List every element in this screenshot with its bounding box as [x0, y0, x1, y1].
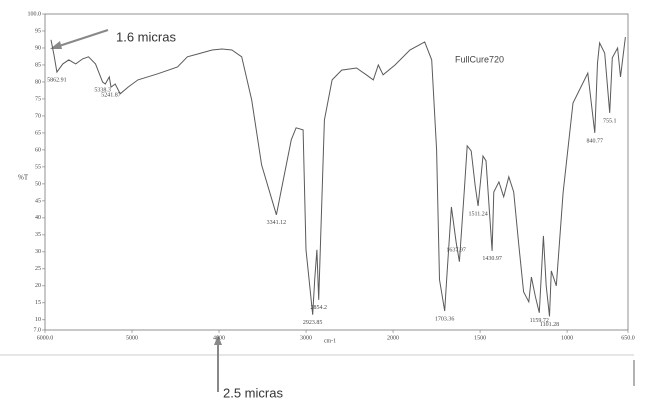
arrow-top-head	[50, 41, 62, 49]
y-tick-label: 20	[35, 283, 41, 289]
peak-label: 840.77	[587, 138, 604, 144]
y-tick-label: 95	[35, 28, 41, 34]
peak-label: 1430.97	[482, 256, 502, 262]
peak-label: 5338.3	[94, 87, 111, 93]
y-tick-label: 15	[35, 300, 41, 306]
y-tick-label: 50	[35, 181, 41, 187]
x-tick-label: 2000	[387, 335, 399, 341]
arrow-top	[55, 29, 109, 48]
peak-label: 3341.12	[267, 220, 287, 226]
x-tick-label: 5000	[126, 335, 138, 341]
peak-label: 5862.91	[47, 77, 67, 83]
y-tick-label: 45	[35, 198, 41, 204]
note-bottom: 2.5 micras	[223, 385, 283, 400]
peak-label: 2854.2	[310, 305, 327, 311]
x-axis-label: cm-1	[324, 338, 336, 344]
y-tick-label: 70	[35, 113, 41, 119]
y-tick-label: 85	[35, 62, 41, 68]
y-axis-label: %T	[18, 174, 29, 182]
x-tick-label: 3000	[300, 335, 312, 341]
arrow-bottom-head	[214, 335, 222, 345]
y-tick-label: 30	[35, 249, 41, 255]
y-tick-label: 35	[35, 232, 41, 238]
peak-label: 2923.85	[303, 320, 323, 326]
spectrum-line	[50, 37, 626, 317]
legend-text: FullCure720	[455, 54, 504, 64]
y-tick-label: 7.0	[34, 327, 42, 333]
y-tick-label: 55	[35, 164, 41, 170]
peak-label: 5241.87	[101, 92, 121, 98]
y-tick-label: 80	[35, 79, 41, 85]
y-tick-label: 10	[35, 317, 41, 323]
x-tick-label: 1500	[474, 335, 486, 341]
peak-label: 1511.24	[468, 211, 487, 217]
y-tick-label: 75	[35, 96, 41, 102]
note-top: 1.6 micras	[116, 29, 176, 44]
y-tick-label: 100.0	[28, 11, 42, 17]
peak-label: 1637.97	[446, 247, 466, 253]
x-tick-label: 1000	[561, 335, 573, 341]
peak-label: 755.1	[603, 118, 617, 124]
y-tick-label: 25	[35, 266, 41, 272]
y-tick-label: 40	[35, 215, 41, 221]
x-tick-label: 6000.0	[37, 335, 54, 341]
peak-label: 1101.28	[540, 322, 559, 328]
plot-frame	[44, 13, 629, 331]
peak-label: 1159.72	[530, 318, 549, 324]
peak-label: 1703.36	[435, 316, 455, 322]
y-tick-label: 65	[35, 130, 41, 136]
x-tick-label: 650.0	[621, 335, 635, 341]
y-tick-label: 90	[35, 45, 41, 51]
x-tick-label: 4000	[213, 335, 225, 341]
y-tick-label: 60	[35, 147, 41, 153]
